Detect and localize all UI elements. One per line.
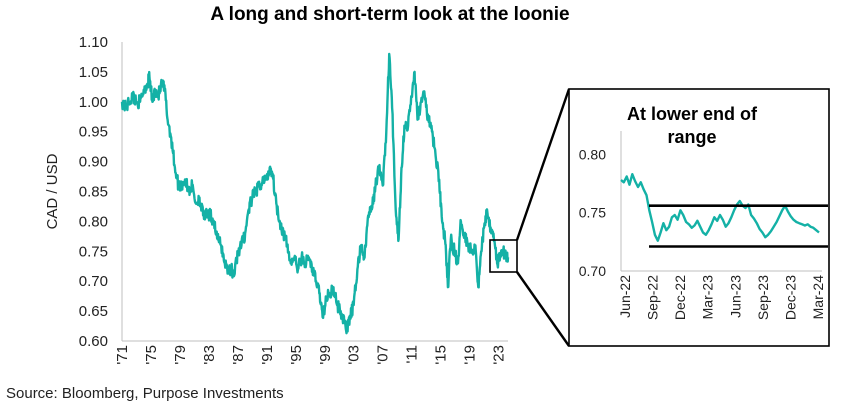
cad-usd-series-line — [120, 52, 510, 335]
inset-title-line: At lower end of — [627, 104, 758, 124]
inset-y-tick-label: 0.80 — [579, 146, 606, 162]
inset-chart: At lower end of range 0.80 0.75 0.70 Jun-22 Se… — [568, 88, 830, 347]
x-tick-label: '75 — [143, 345, 160, 365]
inset-x-tick-label: Sep-23 — [755, 275, 771, 320]
inset-x-tick-label: Sep-22 — [645, 275, 661, 320]
inset-y-tick-label: 0.70 — [579, 263, 606, 279]
x-tick-label: '19 — [462, 345, 479, 365]
y-tick-label: 0.80 — [79, 213, 108, 230]
y-tick-label: 1.00 — [79, 94, 108, 111]
y-tick-label: 0.60 — [79, 333, 108, 350]
chart-title: A long and short-term look at the loonie — [210, 4, 570, 25]
x-tick-label: '03 — [346, 345, 363, 365]
x-tick-label: '95 — [288, 345, 305, 365]
main-chart-axes: 1.10 1.05 1.00 0.95 0.90 0.85 0.80 0.75 0.70 0.65… — [44, 34, 508, 365]
x-tick-label: '83 — [201, 345, 218, 365]
inset-frame — [568, 88, 830, 347]
inset-x-tick-label: Dec-22 — [672, 275, 688, 320]
source-note: Source: Bloomberg, Purpose Investments — [6, 385, 284, 402]
zoom-callout — [489, 88, 571, 347]
callout-line-top — [515, 88, 571, 241]
x-tick-label: '91 — [259, 345, 276, 365]
x-tick-label: '15 — [433, 345, 450, 365]
callout-line-bottom — [516, 271, 570, 347]
inset-series-line — [620, 173, 820, 242]
inset-x-tick-label: Mar-24 — [810, 275, 826, 320]
x-tick-label: '79 — [172, 345, 189, 365]
x-tick-label: '11 — [404, 345, 421, 363]
x-tick-label: '23 — [491, 345, 508, 365]
y-tick-label: 0.85 — [79, 184, 108, 201]
x-tick-label: '99 — [317, 345, 334, 365]
y-tick-label: 1.05 — [79, 64, 108, 81]
inset-x-tick-label: Jun-23 — [727, 275, 743, 318]
y-tick-label: 0.65 — [79, 303, 108, 320]
y-tick-label: 0.95 — [79, 124, 108, 141]
inset-title-line: range — [667, 127, 716, 147]
zoom-box — [489, 239, 518, 273]
y-tick-label: 0.75 — [79, 243, 108, 260]
inset-x-tick-label: Dec-23 — [782, 275, 798, 320]
main-chart-plot — [120, 52, 510, 335]
y-tick-label: 0.70 — [79, 273, 108, 290]
inset-x-tick-label: Jun-22 — [617, 275, 633, 318]
x-tick-label: '71 — [114, 345, 131, 365]
y-tick-label: 0.90 — [79, 154, 108, 171]
inset-y-tick-label: 0.75 — [579, 205, 606, 221]
x-tick-label: '07 — [375, 345, 392, 365]
inset-x-tick-label: Mar-23 — [700, 275, 716, 320]
y-axis-label: CAD / USD — [44, 153, 61, 229]
x-tick-label: '87 — [230, 345, 247, 365]
y-tick-label: 1.10 — [79, 34, 108, 51]
